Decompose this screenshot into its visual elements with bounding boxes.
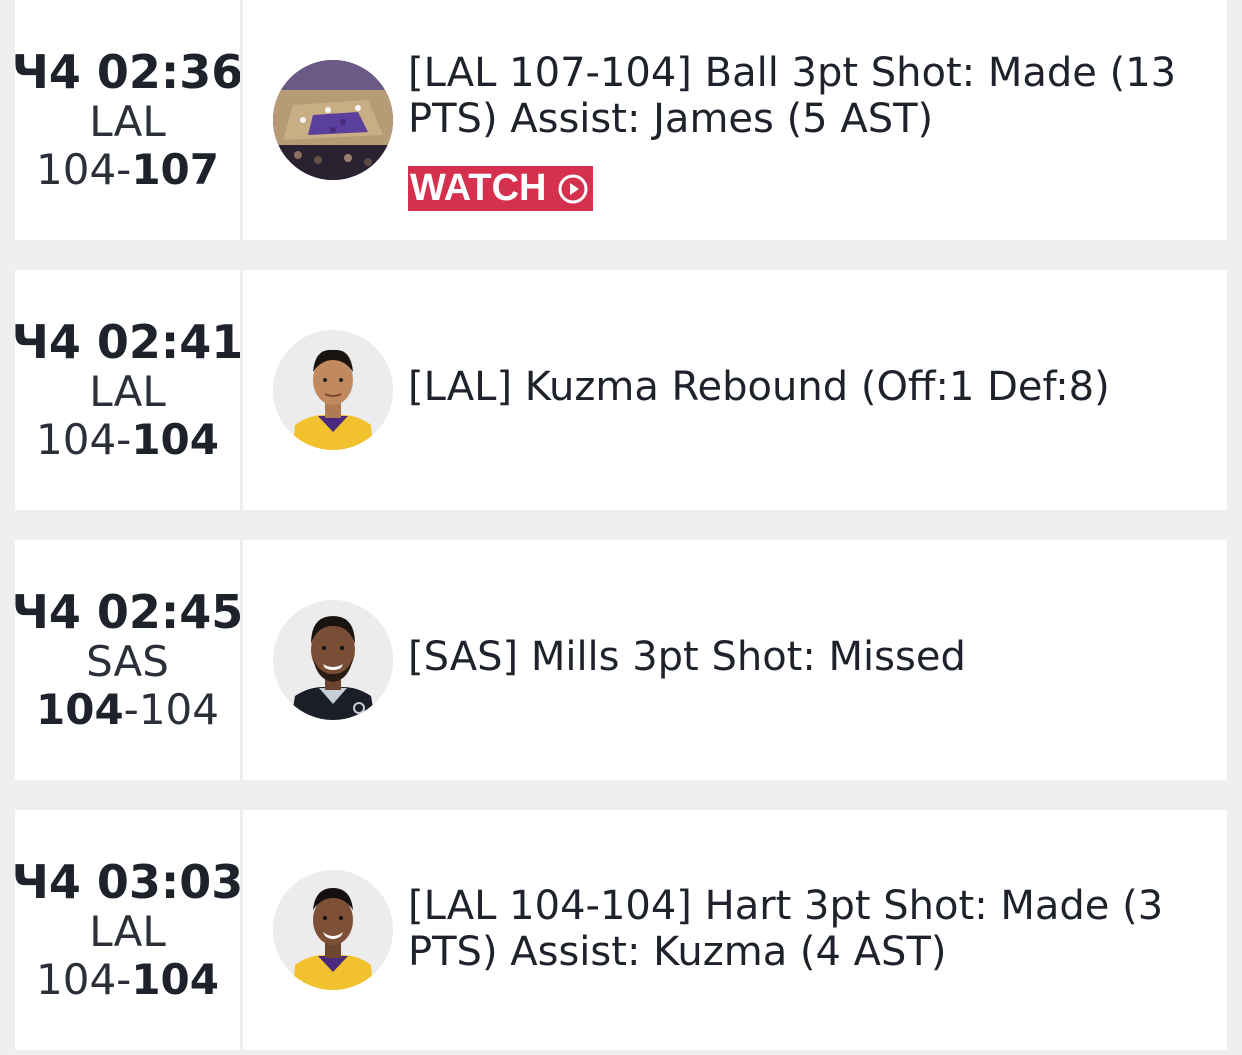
team-abbreviation: LAL — [89, 907, 166, 956]
score-left: 104 — [36, 415, 117, 464]
score-separator: - — [123, 685, 139, 734]
play-event[interactable]: [SAS] Mills 3pt Shot: Missed — [243, 540, 1227, 780]
play-circle-icon — [558, 174, 587, 203]
play-time-column: Ч4 02:36 LAL 104-107 — [12, 0, 243, 240]
period-clock: Ч4 02:41 — [11, 315, 244, 369]
team-abbreviation: SAS — [86, 637, 169, 686]
play-description-wrap: [LAL] Kuzma Rebound (Off:1 Def:8) — [408, 364, 1187, 410]
period-clock: Ч4 03:03 — [11, 855, 244, 909]
score-left: 104 — [36, 955, 117, 1004]
score-right: 104 — [138, 685, 219, 734]
court-image — [273, 60, 393, 180]
play-row[interactable]: Ч4 02:36 LAL 104-107 — [12, 0, 1227, 240]
score-separator: - — [116, 955, 132, 1004]
column-divider — [240, 810, 243, 1050]
score-separator: - — [116, 415, 132, 464]
play-description: [LAL] Kuzma Rebound (Off:1 Def:8) — [408, 364, 1110, 410]
play-row[interactable]: Ч4 03:03 LAL 104-104 [LAL 1 — [12, 810, 1227, 1050]
player-headshot-icon — [273, 330, 393, 450]
player-avatar — [273, 330, 393, 450]
player-avatar — [273, 600, 393, 720]
play-event[interactable]: [LAL 107-104] Ball 3pt Shot: Made (13 PT… — [243, 0, 1227, 240]
play-time-column: Ч4 02:41 LAL 104-104 — [12, 270, 243, 510]
period-clock: Ч4 02:45 — [11, 585, 244, 639]
team-abbreviation: LAL — [89, 97, 166, 146]
play-row[interactable]: Ч4 02:45 SAS 104-104 — [12, 540, 1227, 780]
column-divider — [240, 0, 243, 240]
player-avatar — [273, 870, 393, 990]
score-right: 107 — [131, 145, 219, 194]
score-right: 104 — [131, 955, 219, 1004]
score-left: 104 — [36, 145, 117, 194]
score-right: 104 — [131, 415, 219, 464]
play-event[interactable]: [LAL 104-104] Hart 3pt Shot: Made (3 PTS… — [243, 810, 1227, 1050]
play-description-wrap: [SAS] Mills 3pt Shot: Missed — [408, 634, 1187, 680]
score: 104-107 — [36, 149, 219, 191]
play-description: [LAL 104-104] Hart 3pt Shot: Made (3 PTS… — [408, 883, 1164, 975]
video-thumbnail-icon[interactable] — [273, 60, 393, 180]
column-divider — [240, 540, 243, 780]
play-event[interactable]: [LAL] Kuzma Rebound (Off:1 Def:8) — [243, 270, 1227, 510]
play-description-wrap: [LAL 107-104] Ball 3pt Shot: Made (13 PT… — [408, 50, 1187, 211]
score: 104-104 — [36, 689, 219, 731]
score-separator: - — [116, 145, 132, 194]
watch-button[interactable]: WATCH — [408, 166, 593, 211]
play-description: [SAS] Mills 3pt Shot: Missed — [408, 634, 966, 680]
score: 104-104 — [36, 959, 219, 1001]
team-abbreviation: LAL — [89, 367, 166, 416]
play-description-wrap: [LAL 104-104] Hart 3pt Shot: Made (3 PTS… — [408, 883, 1187, 975]
play-time-column: Ч4 03:03 LAL 104-104 — [12, 810, 243, 1050]
play-time-column: Ч4 02:45 SAS 104-104 — [12, 540, 243, 780]
score-left: 104 — [36, 685, 124, 734]
player-headshot-icon — [273, 600, 393, 720]
play-description: [LAL 107-104] Ball 3pt Shot: Made (13 PT… — [408, 50, 1177, 142]
period-clock: Ч4 02:36 — [11, 45, 244, 99]
watch-label: WATCH — [410, 167, 547, 209]
play-row[interactable]: Ч4 02:41 LAL 104-104 [LAL] — [12, 270, 1227, 510]
score: 104-104 — [36, 419, 219, 461]
player-headshot-icon — [273, 870, 393, 990]
column-divider — [240, 270, 243, 510]
